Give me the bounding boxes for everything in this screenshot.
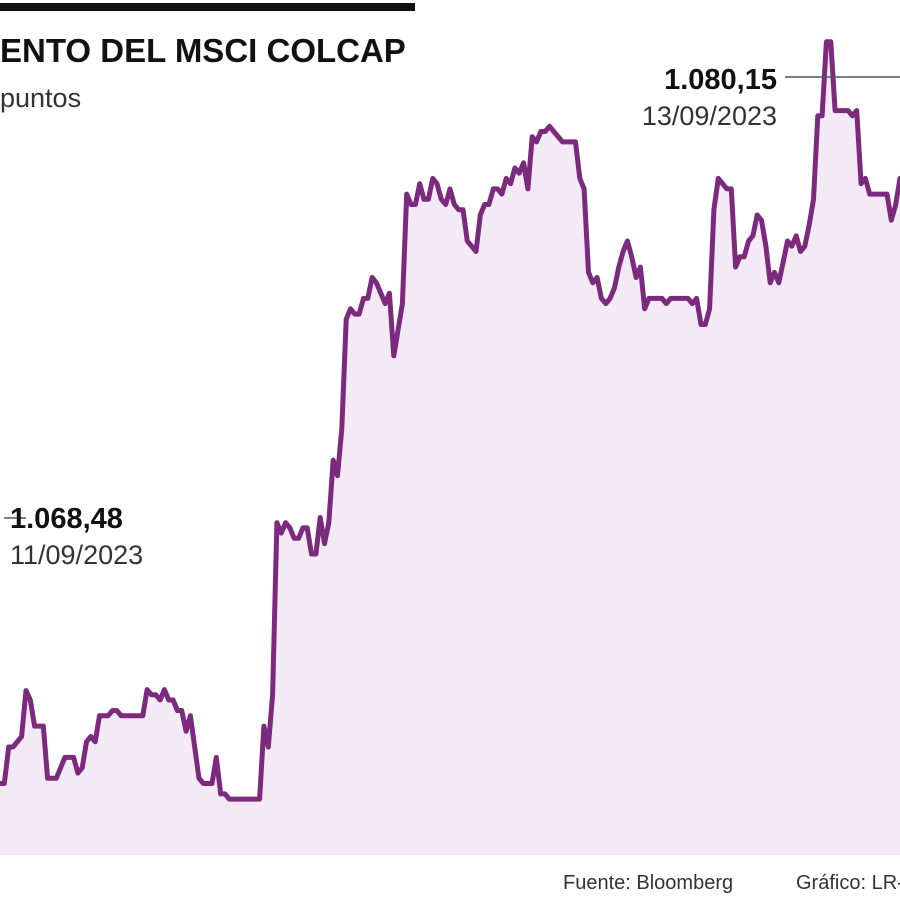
annotation-high-value: 1.080,15 — [664, 64, 777, 96]
series-line — [0, 39, 900, 802]
annotation-high-date: 13/09/2023 — [642, 101, 777, 131]
chart-unit-label: puntos — [0, 83, 81, 113]
title-accent-bar — [0, 3, 415, 11]
annotation-low-date: 11/09/2023 — [10, 540, 143, 570]
annotation-low-value: 1.068,48 — [10, 503, 123, 535]
area-fill — [0, 41, 900, 856]
chart-title: ENTO DEL MSCI COLCAP — [0, 32, 406, 69]
credit-note: Gráfico: LR- — [796, 872, 900, 894]
source-note: Fuente: Bloomberg — [563, 872, 733, 894]
